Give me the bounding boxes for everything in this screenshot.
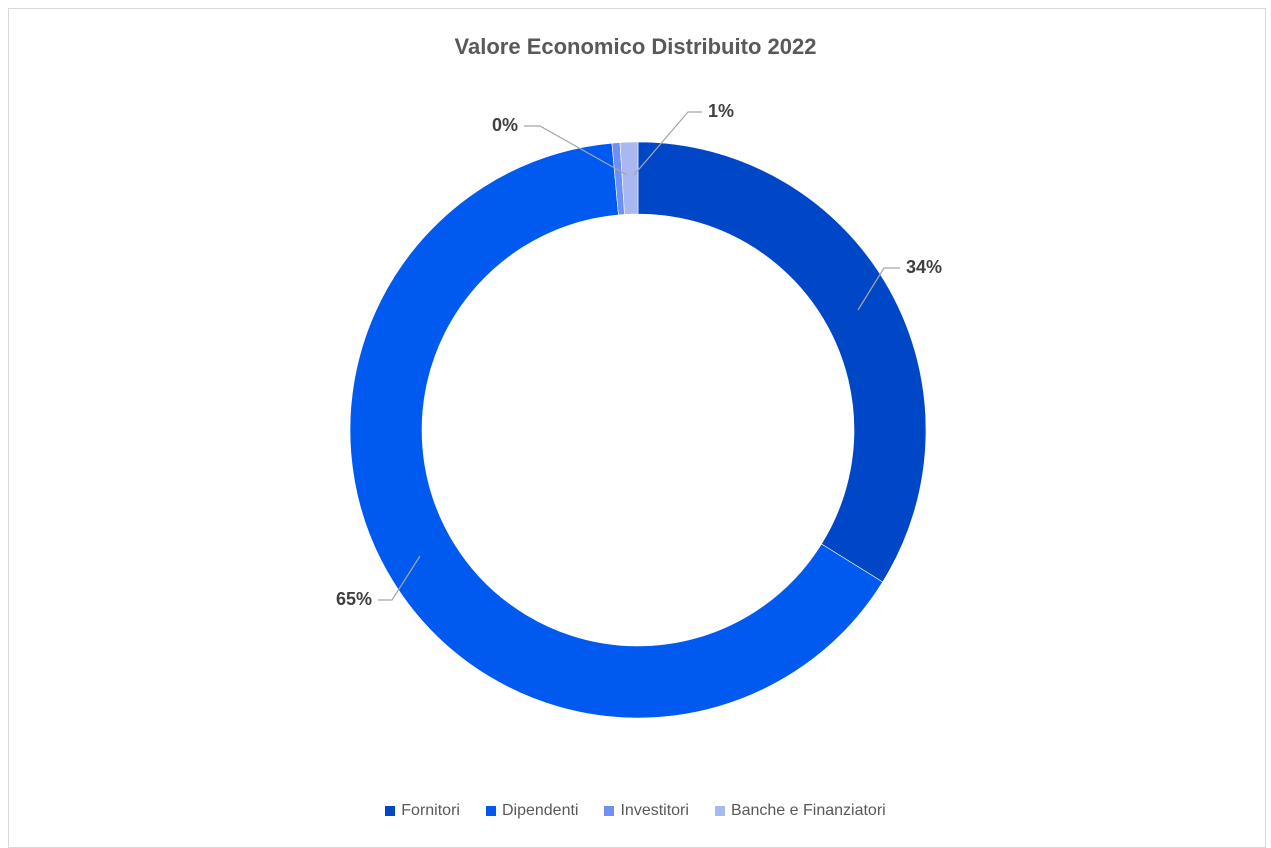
legend-label: Fornitori	[401, 802, 460, 819]
data-label: 0%	[492, 115, 518, 135]
leader-line	[857, 267, 900, 311]
leader-line	[378, 555, 421, 601]
legend-swatch	[485, 806, 496, 816]
data-label: 34%	[906, 257, 942, 277]
data-label: 65%	[336, 589, 372, 609]
leader-line	[633, 111, 702, 176]
legend-swatch	[604, 806, 615, 816]
slice-dipendenti	[349, 142, 884, 719]
legend-swatch	[385, 806, 396, 816]
slice-fornitori	[637, 141, 927, 583]
data-label: 1%	[708, 101, 734, 121]
leader-line	[524, 125, 628, 176]
legend-item: Fornitori	[385, 802, 460, 820]
legend-swatch	[714, 806, 725, 816]
legend-label: Investitori	[620, 802, 689, 819]
slice-banche-e-finanziatori	[619, 141, 639, 215]
legend-label: Dipendenti	[501, 802, 579, 819]
legend-item: Investitori	[604, 802, 689, 820]
legend-label: Banche e Finanziatori	[730, 802, 886, 819]
chart-title: Valore Economico Distribuito 2022	[454, 34, 817, 59]
legend-item: Dipendenti	[485, 802, 579, 820]
legend-item: Banche e Finanziatori	[714, 802, 886, 820]
chart-legend: Fornitori Dipendenti Investitori Banche e F…	[0, 802, 1271, 820]
